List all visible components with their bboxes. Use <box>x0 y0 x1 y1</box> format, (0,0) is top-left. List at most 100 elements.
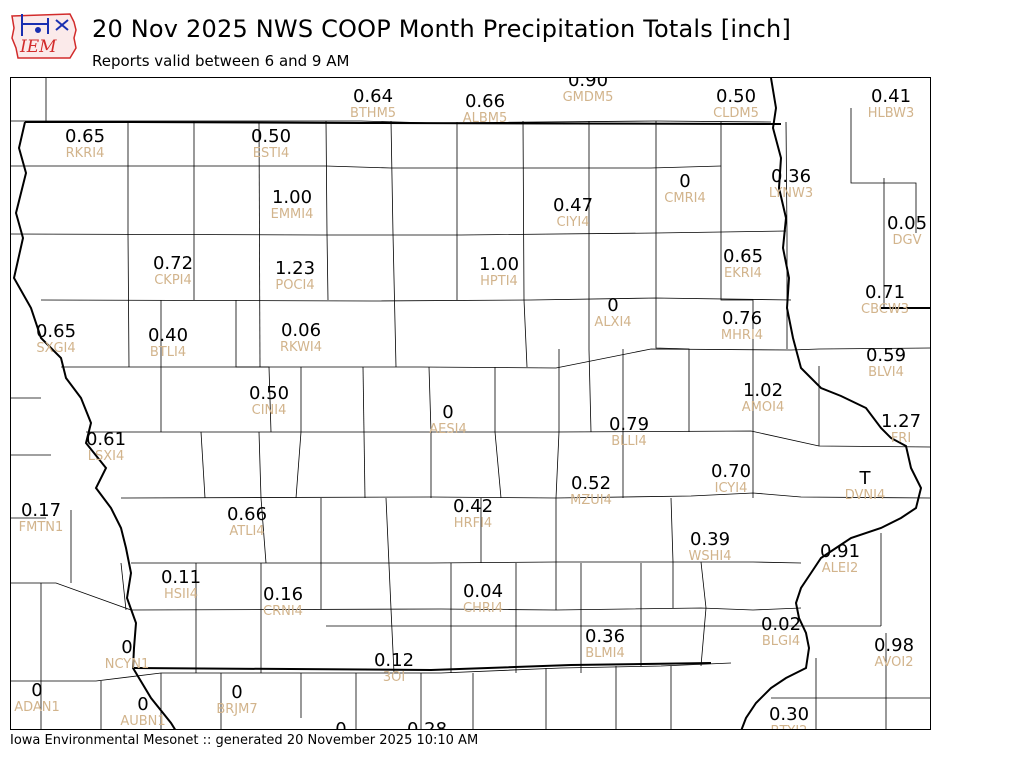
precip-value: 0.16 <box>263 584 303 605</box>
precip-value: 0 <box>607 295 618 316</box>
precip-value: 0.04 <box>463 581 503 602</box>
precip-value: 0.65 <box>723 246 763 267</box>
station-id: HRFI4 <box>454 516 492 531</box>
precip-value: 0.98 <box>874 635 914 656</box>
station-id: DVNI4 <box>845 488 886 503</box>
station-id: BRJM7 <box>216 702 257 717</box>
station-id: EMMI4 <box>271 207 314 222</box>
precip-value: 0.65 <box>65 126 105 147</box>
station-id: BLMI4 <box>585 646 624 661</box>
station-id: CBCW3 <box>861 302 909 317</box>
station-id: CLDM5 <box>713 106 759 121</box>
precip-value: 0.50 <box>251 126 291 147</box>
precip-value: 0.70 <box>711 461 751 482</box>
precip-value: 0.91 <box>820 541 860 562</box>
station-id: ALEI2 <box>822 561 858 576</box>
precip-value: 0.79 <box>609 414 649 435</box>
precip-value: 0.52 <box>571 473 611 494</box>
station-id: AMOI4 <box>742 400 784 415</box>
station-id: BTHM5 <box>350 106 396 121</box>
map-title: 20 Nov 2025 NWS COOP Month Precipitation… <box>92 15 792 43</box>
precip-value: 0.17 <box>21 500 61 521</box>
precip-value: 0 <box>442 402 453 423</box>
station-id: AVOI2 <box>874 655 913 670</box>
precip-value: 0.42 <box>453 496 493 517</box>
precip-value: 0.30 <box>769 704 809 725</box>
station-id: POCI4 <box>275 278 314 293</box>
precip-value: 0.36 <box>585 626 625 647</box>
station-id: ALBM5 <box>463 111 508 126</box>
precip-value: 1.23 <box>275 258 315 279</box>
precipitation-map[interactable]: 0.64 BTHM5 0.66 ALBM5 0.90 GMDM5 0.50 CLDM5 0.41… <box>10 77 931 730</box>
station-id: CIYI4 <box>557 215 590 230</box>
precip-value: 0.50 <box>716 86 756 107</box>
precip-value: 0.66 <box>465 91 505 112</box>
station-plot[interactable]: 0 <box>335 719 346 730</box>
station-plot[interactable]: 0.28 <box>407 719 447 730</box>
station-id: ATLI4 <box>229 524 264 539</box>
station-id: BLLI4 <box>611 434 647 449</box>
precip-value: 0.59 <box>866 345 906 366</box>
station-id: WSHI4 <box>689 549 732 564</box>
precip-value: 0.76 <box>722 308 762 329</box>
precip-value: 0.71 <box>865 282 905 303</box>
station-plot[interactable]: 0.30BTYI2 <box>769 704 809 730</box>
precip-value: 0 <box>679 171 690 192</box>
station-id: SXGI4 <box>36 341 75 356</box>
footer-credit: Iowa Environmental Mesonet :: generated … <box>10 733 479 748</box>
iem-logo: IEM <box>8 8 84 62</box>
station-id: HLBW3 <box>868 106 915 121</box>
station-id: LSXI4 <box>88 449 125 464</box>
precip-value: 0.40 <box>148 325 188 346</box>
